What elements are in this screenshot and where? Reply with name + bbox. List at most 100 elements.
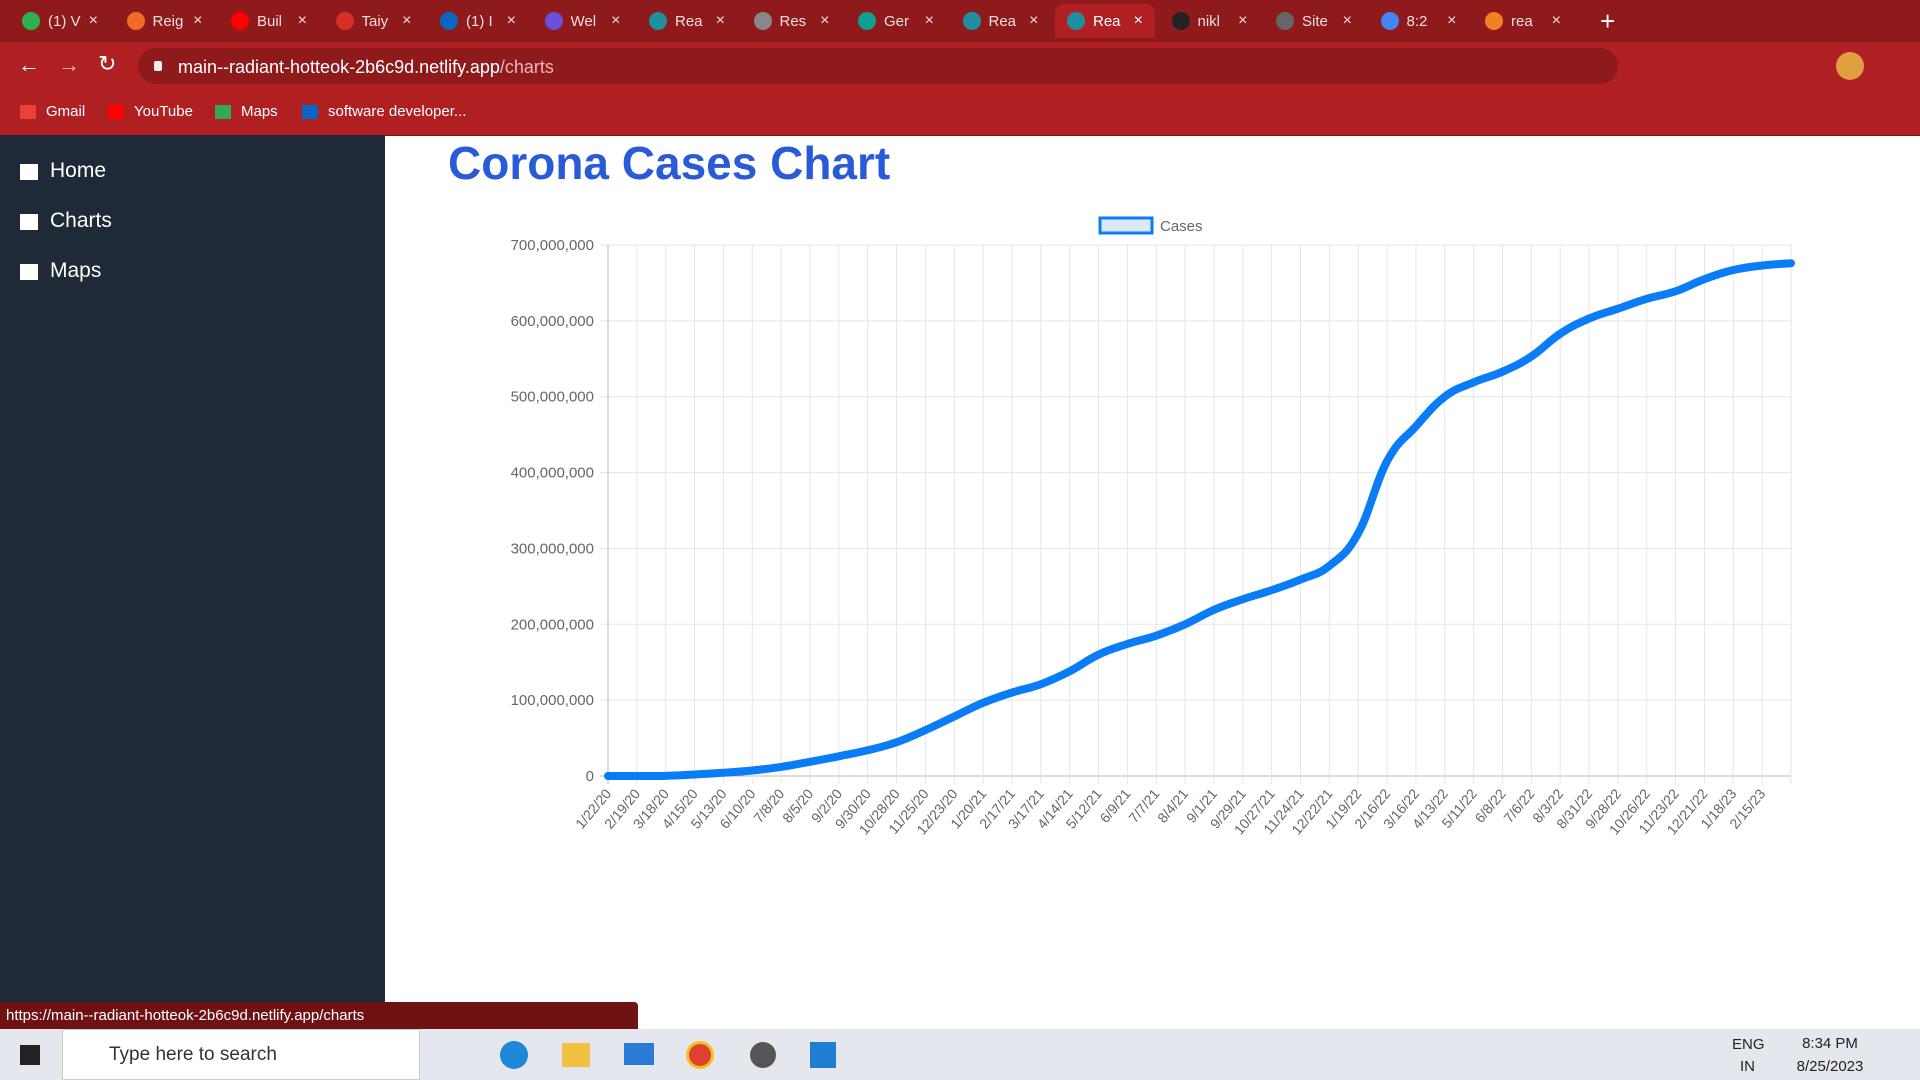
url-host: main--radiant-hotteok-2b6c9d.netlify.app (178, 57, 500, 77)
tab[interactable]: Site × (1264, 4, 1364, 38)
tab-icon (440, 12, 458, 30)
url-path: /charts (499, 57, 554, 77)
url: main--radiant-hotteok-2b6c9d.netlify.app… (178, 57, 554, 78)
tab[interactable]: Taiy × (324, 4, 424, 38)
tab-close[interactable]: × (611, 12, 621, 29)
y-tick-label: 600,000,000 (511, 313, 594, 330)
tab-close[interactable]: × (297, 12, 307, 29)
settings-icon[interactable] (750, 1042, 776, 1068)
bookmark[interactable]: YouTube (134, 103, 193, 120)
bookmark-icon (302, 105, 318, 119)
tab[interactable]: Res × (742, 4, 842, 38)
tab-close[interactable]: × (715, 12, 725, 29)
address-bar: ← → ↻ main--radiant-hotteok-2b6c9d.netli… (0, 42, 1920, 90)
bookmark-icon (108, 105, 124, 119)
bookmarks-bar: Gmail YouTube Maps software developer... (0, 90, 1920, 136)
clock-date[interactable]: 8/25/2023 (1796, 1058, 1864, 1075)
nav-item[interactable]: Home (50, 159, 107, 182)
bookmark-icon (20, 105, 36, 119)
legend-swatch (1098, 216, 1154, 235)
omnibox[interactable]: main--radiant-hotteok-2b6c9d.netlify.app… (138, 48, 1618, 84)
mail-icon[interactable] (624, 1043, 654, 1065)
tab-icon (231, 12, 249, 30)
tab[interactable]: (1) I × (428, 4, 528, 38)
tab-icon (753, 12, 772, 30)
status-bar: https://main--radiant-hotteok-2b6c9d.net… (0, 1002, 638, 1029)
search-box[interactable]: Type here to search (62, 1029, 420, 1080)
tab-icon (126, 12, 145, 30)
tab-close[interactable]: × (88, 12, 98, 29)
tab-icon (1067, 12, 1085, 30)
tab[interactable]: Reig × (115, 4, 215, 38)
explorer-icon[interactable] (562, 1043, 590, 1067)
language[interactable]: ENG (1732, 1036, 1765, 1053)
y-tick-label: 0 (586, 768, 594, 785)
tab-icon (544, 12, 563, 30)
tab[interactable]: (1) V × (10, 4, 110, 38)
tab[interactable]: Rea × (1055, 4, 1155, 38)
tab-title: Rea (1093, 12, 1121, 30)
tab-close[interactable]: × (924, 12, 934, 29)
x-tick-label: 6/9/21 (1096, 785, 1133, 825)
nav-item[interactable]: Maps (50, 259, 102, 282)
region[interactable]: IN (1740, 1058, 1755, 1075)
tab-close[interactable]: × (1447, 12, 1457, 29)
clock-time[interactable]: 8:34 PM (1802, 1035, 1858, 1052)
tab-close[interactable]: × (1238, 12, 1248, 29)
bookmark[interactable]: Maps (241, 103, 278, 120)
bookmark[interactable]: Gmail (46, 103, 86, 120)
tab-title: (1) V (48, 12, 81, 30)
tab-icon (962, 12, 981, 30)
tab[interactable]: rea × (1473, 4, 1573, 38)
tab[interactable]: Rea × (637, 4, 737, 38)
y-tick-label: 700,000,000 (511, 237, 594, 254)
forward-button[interactable]: → (58, 52, 80, 77)
tab-close[interactable]: × (820, 12, 830, 29)
chrome-icon[interactable] (686, 1041, 714, 1069)
reload-button[interactable]: ↻ (98, 51, 117, 76)
y-tick-label: 200,000,000 (511, 616, 594, 633)
tab-icon (649, 12, 667, 30)
y-tick-label: 300,000,000 (511, 540, 594, 557)
tab-title: Rea (988, 12, 1017, 30)
start-button[interactable] (20, 1045, 40, 1065)
tab-icon (1380, 12, 1399, 30)
back-button[interactable]: ← (18, 52, 40, 77)
tab-close[interactable]: × (193, 12, 203, 29)
chart: Corona Cases Chart 0 100,000,000 200,000,0… (448, 137, 1795, 838)
new-tab-button[interactable]: + (1600, 6, 1616, 36)
tab-icon (22, 12, 40, 30)
tab-close[interactable]: × (1133, 12, 1143, 29)
tab[interactable]: Wel × (533, 4, 633, 38)
tab[interactable]: Buil × (219, 4, 319, 38)
tab-title: 8:2 (1406, 12, 1428, 30)
tab-close[interactable]: × (506, 12, 516, 29)
tab-title: Buil (257, 12, 283, 30)
x-tick-label: 7/8/20 (750, 785, 787, 825)
bookmark[interactable]: software developer... (328, 103, 467, 120)
y-tick-label: 500,000,000 (511, 389, 594, 406)
edge-icon[interactable] (500, 1041, 528, 1069)
tab[interactable]: 8:2 × (1369, 4, 1469, 38)
chart-title: Corona Cases Chart (448, 137, 890, 189)
x-tick-label: 8/4/21 (1154, 785, 1191, 825)
tab-close[interactable]: × (1551, 12, 1561, 29)
nav-item[interactable]: Charts (50, 209, 112, 232)
tab[interactable]: Rea × (951, 4, 1051, 38)
vscode-icon[interactable] (810, 1042, 836, 1068)
data-line (604, 259, 1795, 780)
tab-close[interactable]: × (402, 12, 412, 29)
tab-title: Rea (675, 12, 703, 30)
x-tick-label: 6/8/22 (1471, 785, 1508, 825)
tab-close[interactable]: × (1342, 12, 1352, 29)
tab-close[interactable]: × (1029, 12, 1039, 29)
tab-icon (1485, 12, 1503, 30)
lock-icon (154, 61, 162, 71)
tab[interactable]: Ger × (846, 4, 946, 38)
tab-title: Wel (570, 12, 597, 30)
sidebar: Home Charts Maps (0, 135, 385, 1029)
tab[interactable]: nikl × (1160, 4, 1260, 38)
tab-title: nikl (1197, 12, 1221, 30)
profile-avatar[interactable] (1836, 52, 1864, 80)
